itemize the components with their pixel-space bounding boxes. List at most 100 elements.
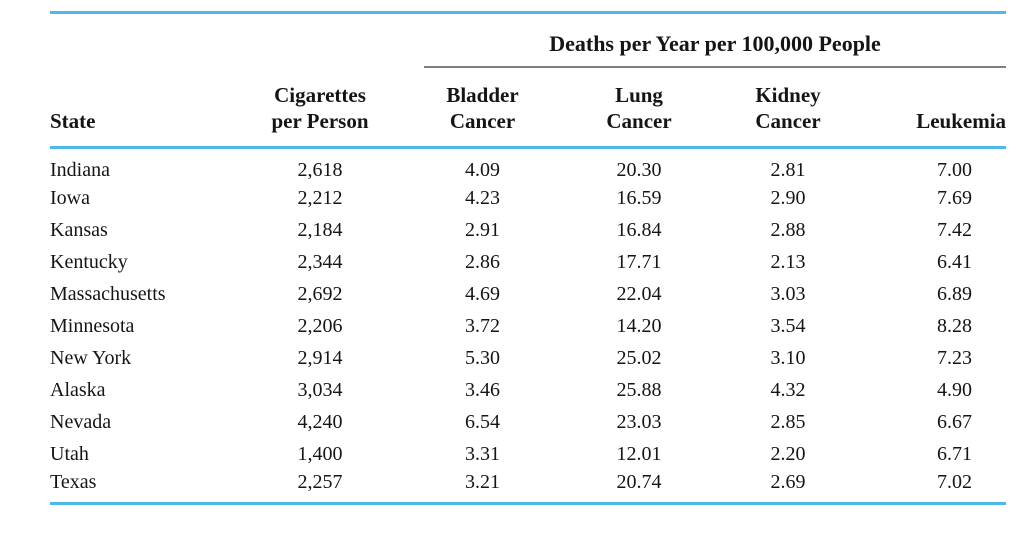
table-row: Minnesota 2,206 3.72 14.20 3.54 8.28 (50, 310, 1006, 342)
cell-state: Texas (50, 471, 97, 493)
cell-lung-cancer: 20.30 (616, 159, 662, 181)
column-header-lung-cancer: Lung Cancer (565, 67, 713, 149)
cell-state: Nevada (50, 411, 112, 433)
cell-state: Indiana (50, 159, 110, 181)
table-row: Texas 2,257 3.21 20.74 2.69 7.02 (50, 470, 1006, 504)
cell-state: Utah (50, 443, 89, 465)
header-line: State (50, 109, 96, 133)
cell-lung-cancer: 14.20 (616, 315, 662, 337)
column-header-leukemia: Leukemia (863, 67, 1007, 149)
header-line: Cigarettes (274, 83, 366, 107)
cell-lung-cancer: 22.04 (616, 283, 662, 305)
cell-kidney-cancer: 3.54 (770, 315, 806, 337)
cell-cigarettes: 2,618 (297, 159, 343, 181)
header-line: per Person (271, 109, 369, 133)
cell-bladder-cancer: 6.54 (465, 411, 500, 433)
column-header-cigarettes: Cigarettes per Person (240, 67, 400, 149)
cell-state: Alaska (50, 379, 106, 401)
spanner-heading: Deaths per Year per 100,000 People (424, 31, 1007, 68)
cell-kidney-cancer: 3.03 (770, 283, 806, 305)
cell-state: Kentucky (50, 251, 128, 273)
cell-cigarettes: 4,240 (297, 411, 343, 433)
header-row: State Cigarettes per Person Bladder Canc… (50, 67, 1007, 149)
cell-cigarettes: 2,257 (297, 471, 343, 493)
table-row: Indiana 2,618 4.09 20.30 2.81 7.00 (50, 148, 1006, 183)
cell-lung-cancer: 17.71 (616, 251, 662, 273)
cell-kidney-cancer: 2.69 (770, 471, 806, 493)
table-row: Massachusetts 2,692 4.69 22.04 3.03 6.89 (50, 278, 1006, 310)
table-row: Utah 1,400 3.31 12.01 2.20 6.71 (50, 438, 1006, 470)
cell-leukemia: 7.02 (937, 471, 973, 493)
cell-lung-cancer: 20.74 (616, 471, 662, 493)
cell-cigarettes: 2,212 (297, 187, 343, 209)
cell-cigarettes: 1,400 (297, 443, 343, 465)
cell-bladder-cancer: 3.72 (465, 315, 500, 337)
table-row: Kansas 2,184 2.91 16.84 2.88 7.42 (50, 214, 1006, 246)
cell-lung-cancer: 23.03 (616, 411, 662, 433)
cell-state: Massachusetts (50, 283, 166, 305)
cell-leukemia: 7.23 (937, 347, 973, 369)
cell-cigarettes: 2,914 (297, 347, 343, 369)
cell-bladder-cancer: 3.31 (465, 443, 500, 465)
table-row: Nevada 4,240 6.54 23.03 2.85 6.67 (50, 406, 1006, 438)
cell-leukemia: 4.90 (937, 379, 973, 401)
header-line: Leukemia (916, 109, 1007, 133)
cell-bladder-cancer: 3.46 (465, 379, 500, 401)
cell-cigarettes: 3,034 (297, 379, 343, 401)
table-row: Alaska 3,034 3.46 25.88 4.32 4.90 (50, 374, 1006, 406)
spanner-spacer (50, 13, 400, 68)
header-line: Kidney (755, 83, 821, 107)
cell-lung-cancer: 16.84 (616, 219, 662, 241)
cell-leukemia: 7.69 (937, 187, 973, 209)
cell-bladder-cancer: 4.69 (465, 283, 500, 305)
spanner-cell: Deaths per Year per 100,000 People (400, 13, 1007, 68)
cell-kidney-cancer: 2.13 (770, 251, 806, 273)
cell-cigarettes: 2,692 (297, 283, 343, 305)
cell-kidney-cancer: 2.88 (770, 219, 806, 241)
header-line: Cancer (755, 109, 821, 133)
cell-state: Iowa (50, 187, 90, 209)
cell-cigarettes: 2,206 (297, 315, 343, 337)
cell-bladder-cancer: 3.21 (465, 471, 500, 493)
cell-state: New York (50, 347, 132, 369)
cell-cigarettes: 2,184 (297, 219, 343, 241)
header-line: Bladder (446, 83, 519, 107)
data-table: Deaths per Year per 100,000 People State… (50, 11, 1007, 505)
cell-bladder-cancer: 5.30 (465, 347, 500, 369)
table-row: New York 2,914 5.30 25.02 3.10 7.23 (50, 342, 1006, 374)
cell-cigarettes: 2,344 (297, 251, 343, 273)
header-line: Cancer (449, 109, 516, 133)
cell-lung-cancer: 16.59 (616, 187, 662, 209)
cell-lung-cancer: 25.02 (616, 347, 662, 369)
cell-leukemia: 6.41 (937, 251, 973, 273)
cell-leukemia: 7.00 (937, 159, 973, 181)
cell-leukemia: 6.67 (937, 411, 973, 433)
cell-state: Minnesota (50, 315, 135, 337)
cell-leukemia: 6.89 (937, 283, 973, 305)
table-row: Kentucky 2,344 2.86 17.71 2.13 6.41 (50, 246, 1006, 278)
cell-state: Kansas (50, 219, 108, 241)
cell-leukemia: 8.28 (937, 315, 973, 337)
header-line: Cancer (606, 109, 672, 133)
cell-kidney-cancer: 2.20 (770, 443, 806, 465)
cell-lung-cancer: 12.01 (616, 443, 662, 465)
cell-leukemia: 6.71 (937, 443, 973, 465)
header-line: Lung (615, 83, 663, 107)
cell-bladder-cancer: 2.91 (465, 219, 500, 241)
cell-bladder-cancer: 4.23 (465, 187, 500, 209)
cell-bladder-cancer: 4.09 (465, 159, 500, 181)
spanner-row: Deaths per Year per 100,000 People (50, 13, 1007, 68)
cell-kidney-cancer: 4.32 (770, 379, 806, 401)
table-row: Iowa 2,212 4.23 16.59 2.90 7.69 (50, 182, 1006, 214)
cell-kidney-cancer: 2.81 (770, 159, 806, 181)
cell-kidney-cancer: 3.10 (770, 347, 806, 369)
cell-kidney-cancer: 2.85 (770, 411, 806, 433)
cell-kidney-cancer: 2.90 (770, 187, 806, 209)
cell-leukemia: 7.42 (937, 219, 973, 241)
cell-bladder-cancer: 2.86 (465, 251, 500, 273)
column-header-state: State (50, 67, 240, 149)
cell-lung-cancer: 25.88 (616, 379, 662, 401)
column-header-bladder-cancer: Bladder Cancer (400, 67, 565, 149)
column-header-kidney-cancer: Kidney Cancer (713, 67, 863, 149)
